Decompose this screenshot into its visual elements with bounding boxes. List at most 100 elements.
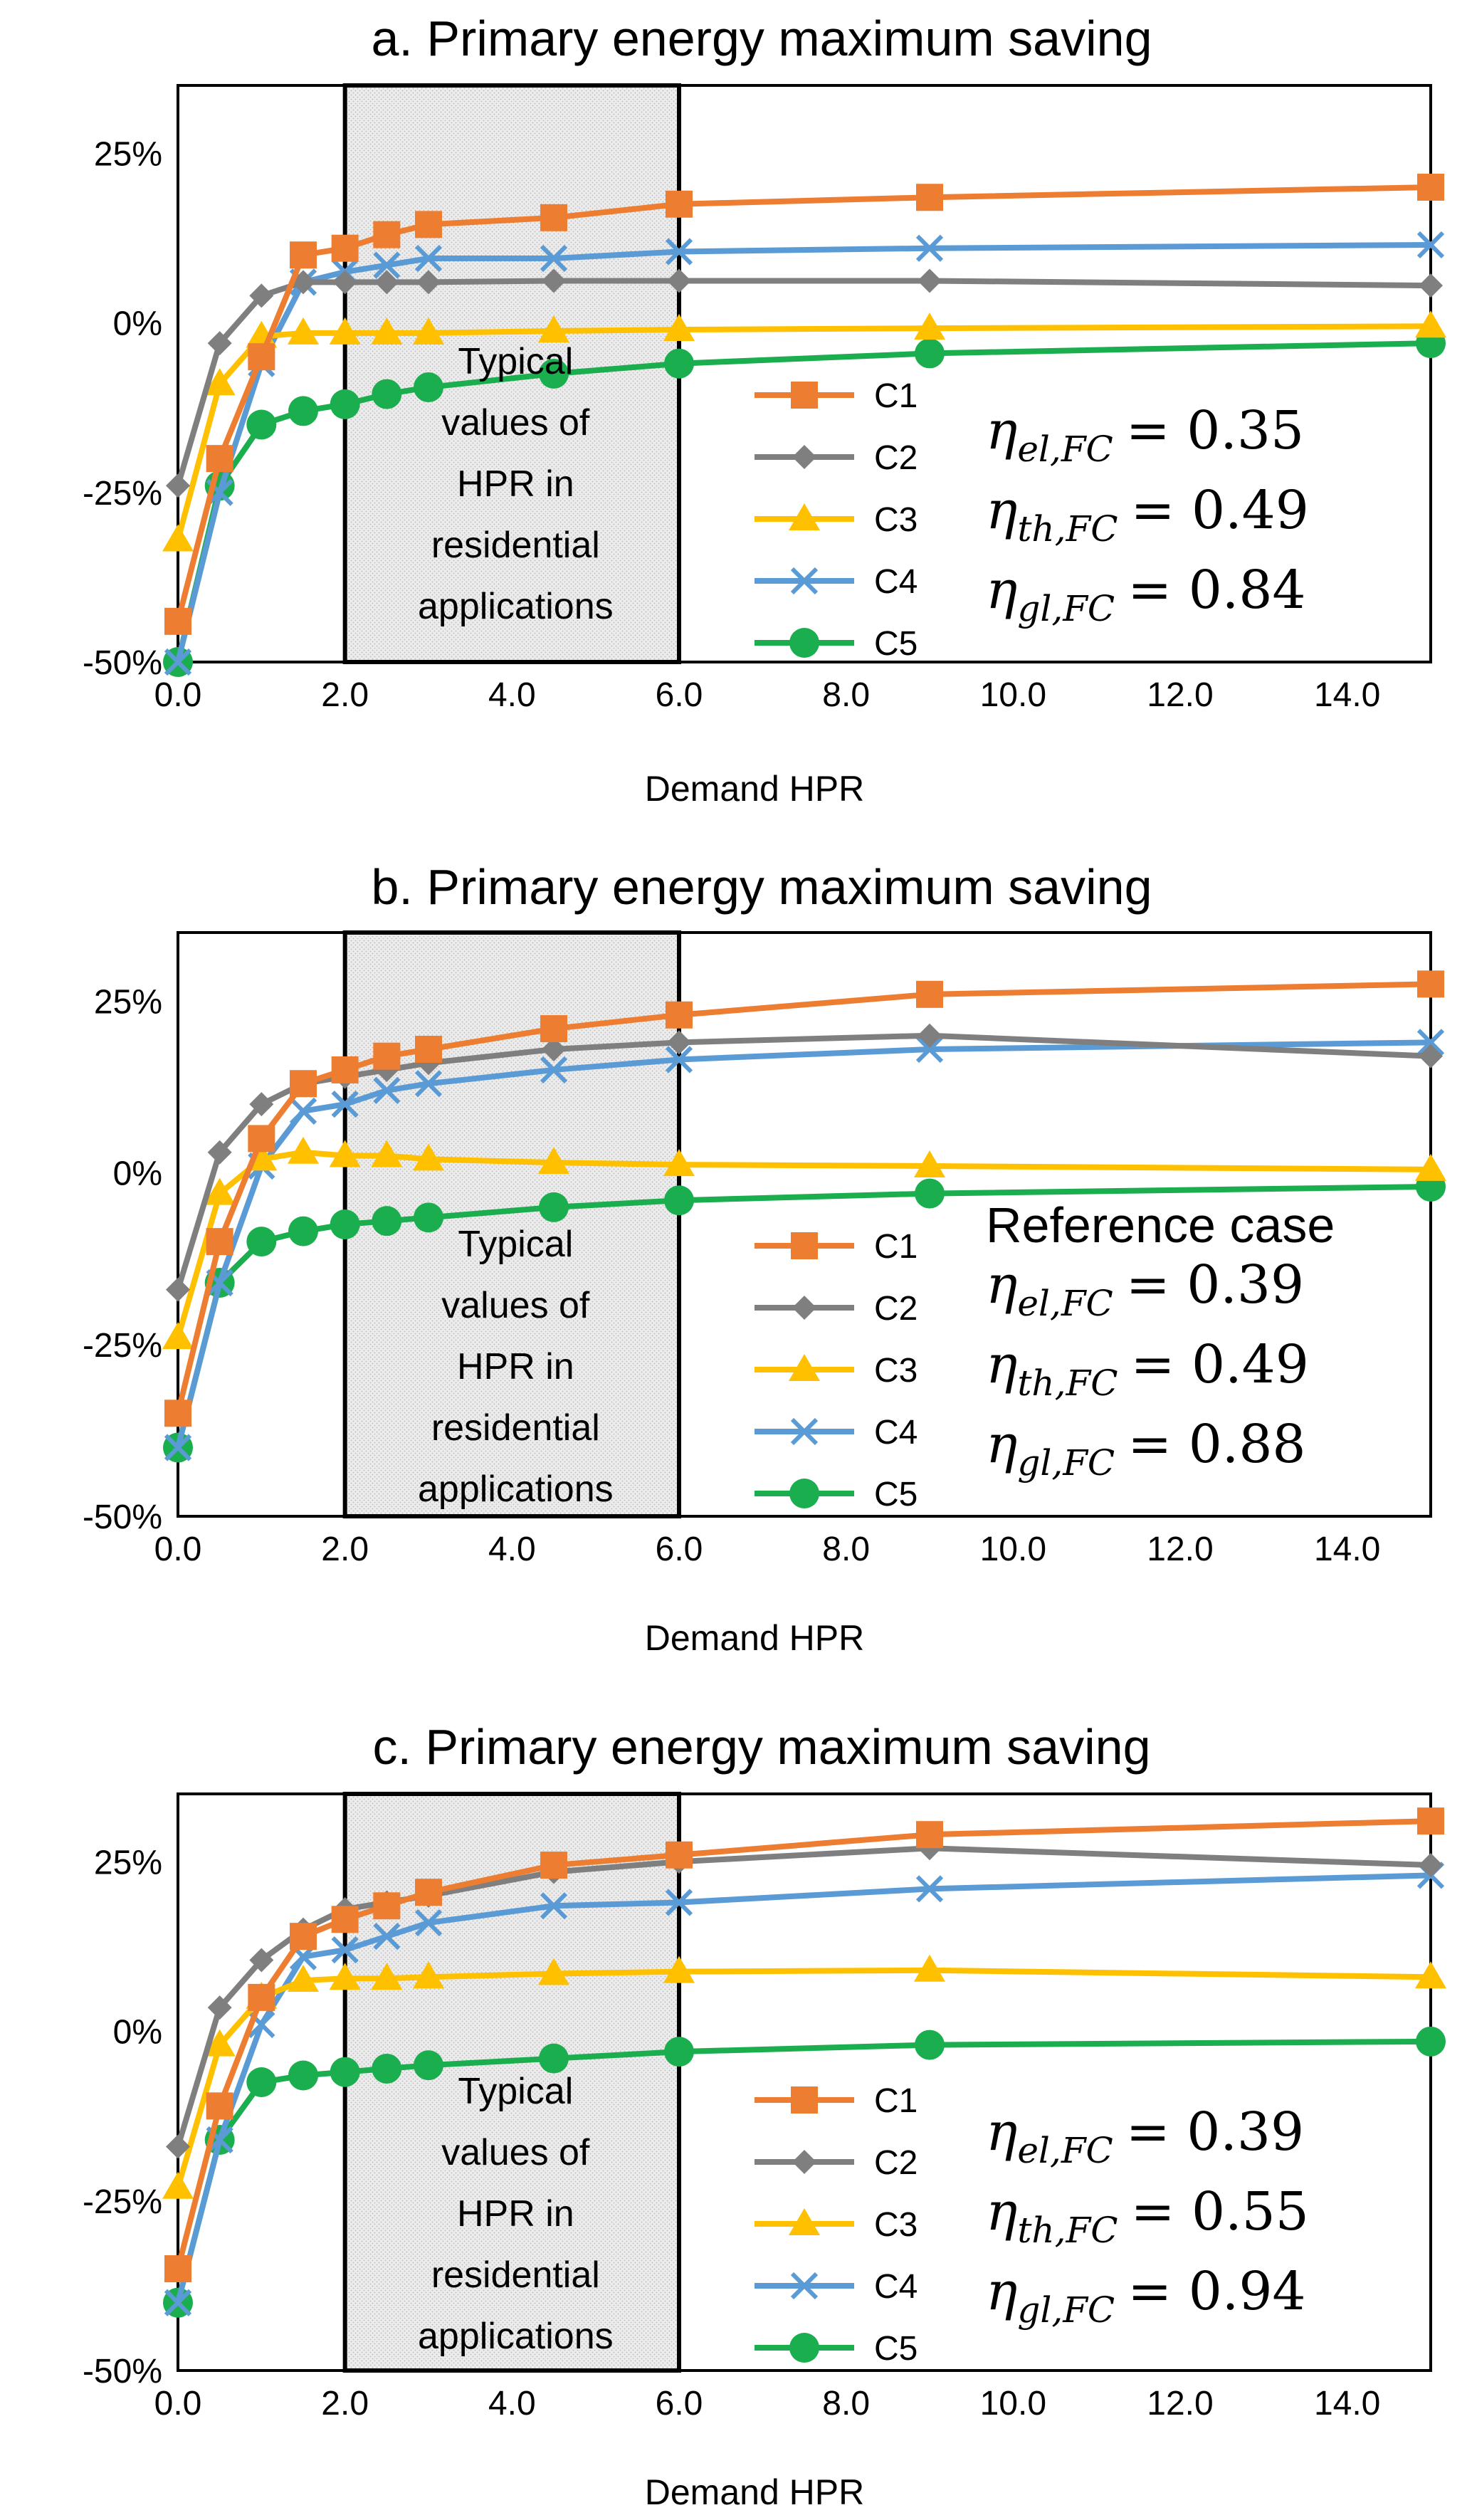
series-C2 xyxy=(166,268,1443,498)
data-point xyxy=(666,1001,693,1029)
efficiency-value: = 0.49 xyxy=(1130,1334,1308,1395)
chart-title: a. Primary energy maximum saving xyxy=(372,11,1152,66)
data-point xyxy=(538,1147,569,1175)
data-point xyxy=(162,524,194,552)
data-point xyxy=(248,343,275,371)
data-point xyxy=(1416,2026,1446,2057)
eta-symbol: η xyxy=(986,400,1017,461)
efficiency-equation: ηgl,FC = 0.84 xyxy=(986,560,1305,629)
data-point xyxy=(204,1177,236,1205)
efficiency-equation: ηth,FC = 0.49 xyxy=(986,480,1309,550)
data-point xyxy=(372,379,402,409)
data-point xyxy=(166,1277,190,1302)
y-tick-label: -25% xyxy=(83,2183,162,2221)
x-tick-label: 8.0 xyxy=(822,2385,870,2422)
efficiency-subscript: gl,FC xyxy=(1017,588,1115,629)
data-point xyxy=(331,234,359,262)
efficiency-equation: ηel,FC = 0.35 xyxy=(986,400,1304,470)
legend-entry-C5: C5 xyxy=(755,625,918,663)
data-point xyxy=(331,1906,359,1933)
data-point xyxy=(414,1909,443,1937)
data-point xyxy=(538,1958,569,1985)
data-point xyxy=(915,1035,944,1064)
data-point xyxy=(206,445,233,473)
x-tick-label: 10.0 xyxy=(980,1531,1046,1568)
series-C3 xyxy=(162,310,1446,552)
region-text-line: Typical xyxy=(458,1224,573,1265)
legend-marker xyxy=(791,2086,818,2114)
legend-entry-C2: C2 xyxy=(755,1290,918,1328)
region-text-line: values of xyxy=(441,402,590,443)
data-point xyxy=(164,607,191,635)
data-point xyxy=(1417,1807,1444,1835)
efficiency-subscript: gl,FC xyxy=(1017,1442,1115,1484)
data-point xyxy=(249,283,274,308)
region-text-line: HPR in xyxy=(457,2193,574,2235)
data-point xyxy=(915,338,945,369)
legend-marker xyxy=(789,628,819,658)
efficiency-equation: ηgl,FC = 0.94 xyxy=(986,2261,1305,2331)
data-point xyxy=(374,270,399,295)
chart-title: c. Primary energy maximum saving xyxy=(372,1719,1150,1775)
data-point xyxy=(373,1922,401,1951)
efficiency-subscript: th,FC xyxy=(1017,508,1118,550)
efficiency-equation: ηel,FC = 0.39 xyxy=(986,1254,1304,1324)
data-point xyxy=(330,2057,360,2087)
data-point xyxy=(540,1056,568,1084)
data-point xyxy=(539,1192,569,1222)
data-point xyxy=(330,389,360,419)
data-point xyxy=(288,2060,318,2091)
data-point xyxy=(918,268,942,293)
x-axis-label: Demand HPR xyxy=(645,769,864,809)
data-point xyxy=(289,1097,317,1125)
series-C4 xyxy=(164,1862,1445,2316)
x-tick-label: 14.0 xyxy=(1314,1531,1380,1568)
data-point xyxy=(373,1042,401,1070)
data-point xyxy=(246,2067,277,2097)
efficiency-equation: ηth,FC = 0.49 xyxy=(986,1334,1309,1404)
eta-symbol: η xyxy=(986,560,1017,621)
legend-label: C2 xyxy=(874,2144,918,2182)
data-point xyxy=(540,1892,568,1920)
region-text-line: HPR in xyxy=(457,1346,574,1387)
efficiency-value: = 0.55 xyxy=(1130,2181,1308,2242)
data-point xyxy=(164,2289,192,2316)
efficiency-value: = 0.94 xyxy=(1127,2261,1305,2322)
legend-label: C4 xyxy=(874,1414,918,1451)
data-point xyxy=(540,1852,567,1879)
legend-marker xyxy=(789,2333,819,2363)
region-text-line: values of xyxy=(441,2132,590,2173)
x-tick-label: 4.0 xyxy=(488,2385,536,2422)
data-point xyxy=(373,1076,401,1105)
data-point xyxy=(414,372,443,403)
region-text-line: values of xyxy=(441,1285,590,1326)
data-point xyxy=(249,1092,274,1117)
data-point xyxy=(207,331,232,356)
legend-entry-C3: C3 xyxy=(755,1352,918,1390)
legend-label: C5 xyxy=(874,1476,918,1513)
data-point xyxy=(916,1821,943,1849)
chart-panel-3: c. Primary energy maximum saving 25% 0% -25… xyxy=(83,1719,1446,2512)
x-tick-label: 0.0 xyxy=(154,676,202,714)
y-tick-label: -50% xyxy=(83,1498,162,1536)
legend-entry-C2: C2 xyxy=(755,2144,918,2182)
legend-label: C3 xyxy=(874,2206,918,2244)
data-point xyxy=(665,238,693,266)
legend-label: C1 xyxy=(874,2082,918,2120)
data-point xyxy=(373,221,401,248)
y-tick-label: 0% xyxy=(113,2014,162,2052)
region-text-line: residential xyxy=(431,1407,600,1449)
x-tick-label: 4.0 xyxy=(488,1531,536,1568)
legend-label: C2 xyxy=(874,1290,918,1328)
efficiency-subscript: el,FC xyxy=(1017,2130,1113,2171)
legend-marker xyxy=(789,1479,819,1508)
x-tick-label: 6.0 xyxy=(656,1531,703,1568)
data-point xyxy=(329,1140,361,1167)
chart-panel-2: b. Primary energy maximum saving 25% 0% -25… xyxy=(83,859,1446,1658)
data-point xyxy=(539,359,569,389)
data-point xyxy=(540,1015,567,1043)
legend-label: C5 xyxy=(874,625,918,663)
x-tick-label: 6.0 xyxy=(656,2385,703,2422)
region-text-line: Typical xyxy=(458,341,573,382)
data-point xyxy=(1419,1044,1443,1069)
